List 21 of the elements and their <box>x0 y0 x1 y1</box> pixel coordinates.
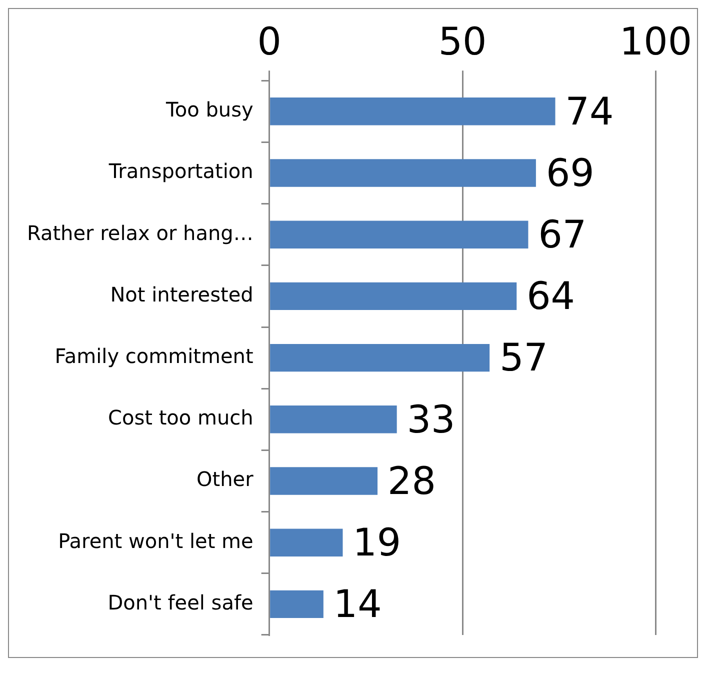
data-label: 19 <box>352 520 402 564</box>
data-label: 64 <box>526 274 575 318</box>
x-tick-label: 0 <box>257 20 282 64</box>
data-label: 69 <box>546 150 594 195</box>
y-tick-label: Cost too much <box>108 406 254 430</box>
data-label: 28 <box>388 458 436 503</box>
y-tick-label: Transportation <box>108 159 254 184</box>
x-tick-label: 100 <box>619 20 692 64</box>
y-tick-label: Rather relax or hang… <box>27 220 254 245</box>
data-label: 14 <box>333 582 382 626</box>
y-tick-label: Other <box>196 467 254 492</box>
y-tick-label: Parent won't let me <box>58 528 254 553</box>
x-tick-label: 50 <box>438 20 487 64</box>
y-tick-label: Family commitment <box>54 344 254 368</box>
data-label: 33 <box>406 397 456 442</box>
y-tick-label: Not interested <box>110 282 254 306</box>
data-label: 67 <box>538 212 587 256</box>
data-label: 74 <box>565 89 614 134</box>
y-tick-label: Too busy <box>165 98 254 122</box>
data-label: 57 <box>500 336 548 380</box>
y-tick-label: Don't feel safe <box>108 590 254 614</box>
